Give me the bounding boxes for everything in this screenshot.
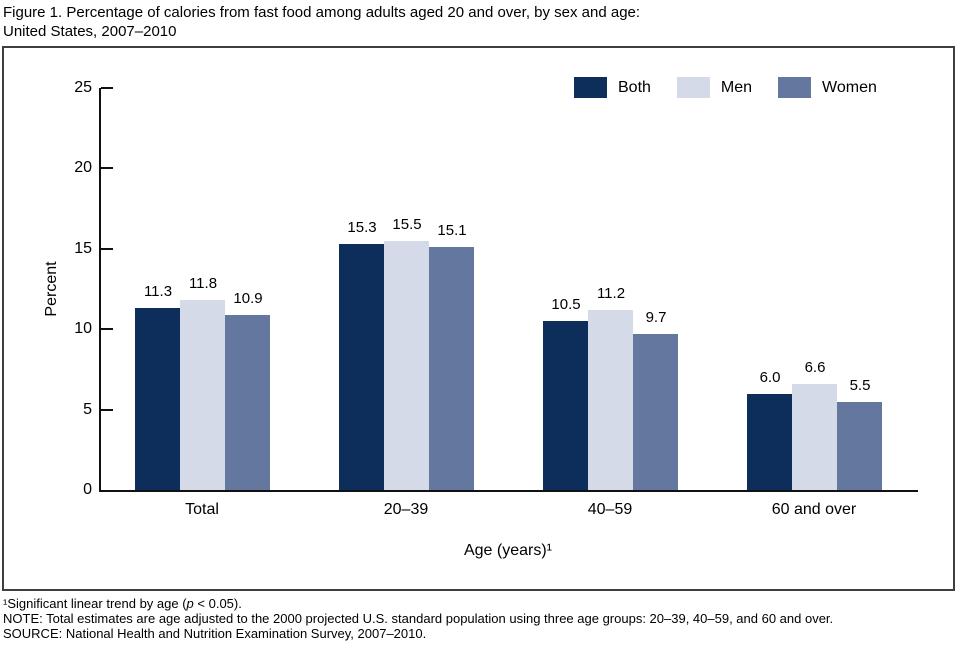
y-tick-mark (101, 87, 113, 89)
legend-label: Women (822, 78, 877, 96)
bar-value-label: 11.3 (143, 283, 173, 300)
legend-item: Women (778, 77, 877, 98)
bar-value-label: 9.7 (645, 309, 667, 326)
bar (837, 402, 882, 490)
bar (543, 321, 588, 490)
bar (747, 394, 792, 490)
bar (633, 334, 678, 490)
y-tick-mark (101, 167, 113, 169)
legend-item: Men (676, 77, 753, 98)
footnote-significance: ¹Significant linear trend by age (p < 0.… (3, 596, 833, 611)
y-tick-label: 20 (74, 159, 92, 177)
bar-value-label: 10.9 (233, 290, 263, 307)
legend-swatch (574, 77, 607, 98)
y-axis-line (99, 88, 101, 492)
legend-label: Both (618, 78, 651, 96)
bar-value-label: 6.6 (804, 359, 826, 376)
bar-value-label: 11.8 (188, 275, 218, 292)
bar (339, 244, 384, 490)
x-category-label: 40–59 (587, 501, 633, 518)
figure-title-line2: United States, 2007–2010 (3, 23, 177, 40)
bar-value-label: 5.5 (849, 377, 871, 394)
bar-value-label: 10.5 (551, 296, 581, 313)
x-category-label: 20–39 (383, 501, 429, 518)
bar (225, 315, 270, 490)
figure-title: Figure 1. Percentage of calories from fa… (3, 3, 640, 41)
legend-label: Men (720, 78, 753, 96)
y-tick-mark (101, 409, 113, 411)
y-tick-label: 10 (74, 320, 92, 338)
y-tick-label: 25 (74, 79, 92, 96)
y-tick-label: 15 (74, 239, 92, 257)
x-category-label: 60 and over (771, 501, 857, 518)
bar (384, 241, 429, 490)
legend-item: Both (574, 77, 651, 98)
x-axis-line (99, 490, 918, 492)
x-axis-title: Age (years)¹ (463, 542, 553, 559)
footnotes: ¹Significant linear trend by age (p < 0.… (3, 596, 833, 641)
bar (792, 384, 837, 490)
footnote-significance-pvalue: p (186, 596, 194, 611)
bar (180, 300, 225, 490)
bar-value-label: 6.0 (759, 369, 781, 386)
bar (135, 308, 180, 490)
bar (429, 247, 474, 490)
figure-title-line1: Figure 1. Percentage of calories from fa… (3, 4, 641, 21)
footnote-source: SOURCE: National Health and Nutrition Ex… (3, 626, 427, 641)
footnote-note: NOTE: Total estimates are age adjusted t… (3, 611, 834, 626)
footnote-significance-prefix: ¹Significant linear trend by age ( (3, 596, 187, 611)
bar (588, 310, 633, 490)
bar-value-label: 15.3 (347, 219, 377, 236)
y-tick-mark (101, 248, 113, 250)
y-tick-label: 5 (83, 400, 92, 418)
chart-legend: Both Men Women (574, 77, 877, 98)
legend-swatch (778, 77, 812, 98)
footnote-significance-suffix: < 0.05). (193, 596, 242, 611)
x-category-label: Total (185, 501, 219, 518)
bar-value-label: 11.2 (596, 285, 626, 302)
y-tick-label: 0 (83, 481, 92, 498)
y-tick-mark (101, 328, 113, 330)
bar-value-label: 15.5 (392, 216, 422, 233)
bar-value-label: 15.1 (437, 222, 467, 239)
legend-swatch (676, 77, 710, 98)
